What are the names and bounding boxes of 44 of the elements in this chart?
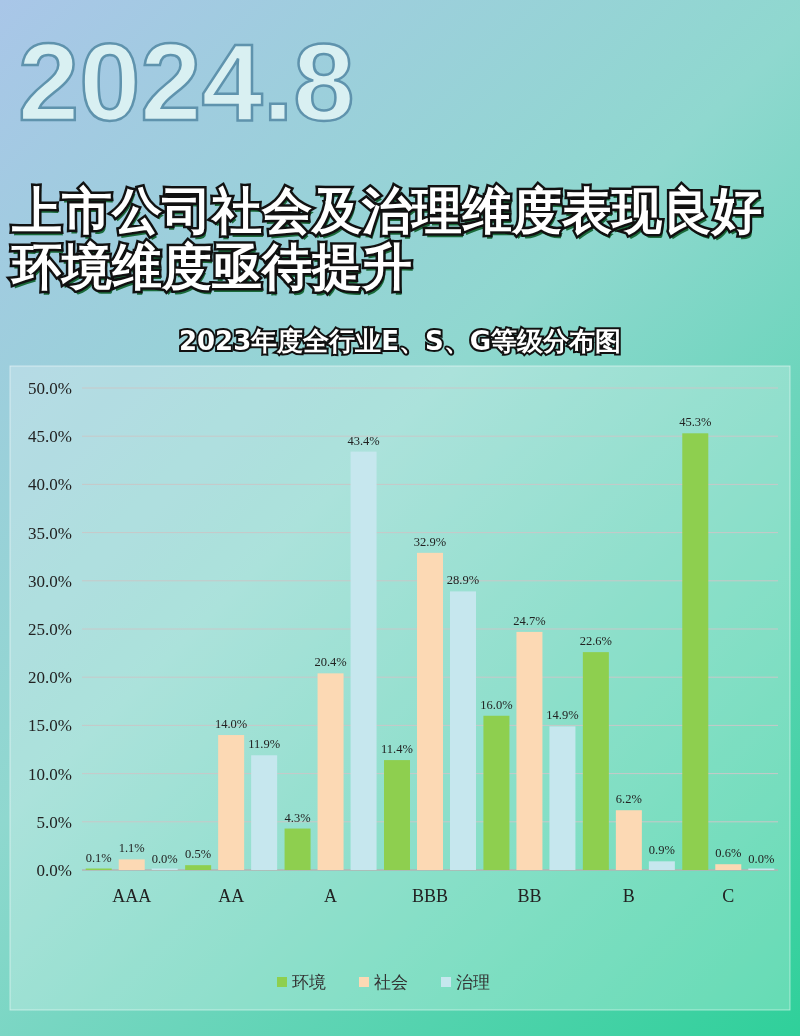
data-label: 14.9% [546,708,579,723]
x-tick-label: BB [517,886,542,906]
data-label: 11.9% [248,737,281,752]
legend-label: 社会 [374,972,408,992]
y-tick-label: 15.0% [28,716,72,736]
legend-label: 环境 [292,972,326,992]
y-tick-label: 25.0% [28,620,72,639]
x-tick-label: BBB [411,886,449,906]
data-label: 24.7% [513,613,546,628]
legend-label: 治理 [456,972,490,992]
y-tick-label: 35.0% [28,523,72,543]
text: 2024.8 [18,20,355,143]
chart-subtitle: 2023年度全行业E、S、G等级分布图 [178,326,622,356]
data-label: 22.6% [579,634,613,649]
y-tick-label: 5.0% [36,812,72,832]
y-tick-label: 45.0% [28,427,72,447]
x-tick-label: AA [218,886,245,906]
data-label: 20.4% [314,655,347,670]
x-tick-label: B [622,886,635,906]
data-label: 1.1% [118,841,145,856]
data-label: 16.0% [480,697,513,712]
data-label: 0.1% [85,851,112,866]
x-tick-label: AAA [112,886,152,906]
data-label: 14.0% [214,717,248,732]
data-label: 32.9% [413,534,447,549]
y-tick-label: 0.0% [36,861,72,880]
data-label: 6.2% [615,792,642,807]
y-tick-label: 50.0% [28,379,72,398]
data-label: 0.9% [648,843,675,858]
data-label: 4.3% [284,810,311,825]
data-label: 0.5% [185,847,212,862]
y-tick-label: 20.0% [28,668,72,688]
y-tick-label: 10.0% [28,764,72,784]
x-tick-label: C [722,886,735,906]
data-label: 45.3% [679,415,712,430]
y-tick-label: 40.0% [28,475,72,495]
data-label: 0.0% [151,852,178,866]
data-label: 0.0% [748,852,775,866]
data-label: 11.4% [381,742,413,757]
data-label: 43.4% [347,433,380,448]
data-label: 0.6% [715,846,742,861]
y-tick-label: 30.0% [28,571,72,591]
data-label: 28.9% [446,573,480,588]
x-tick-label: A [324,886,338,906]
